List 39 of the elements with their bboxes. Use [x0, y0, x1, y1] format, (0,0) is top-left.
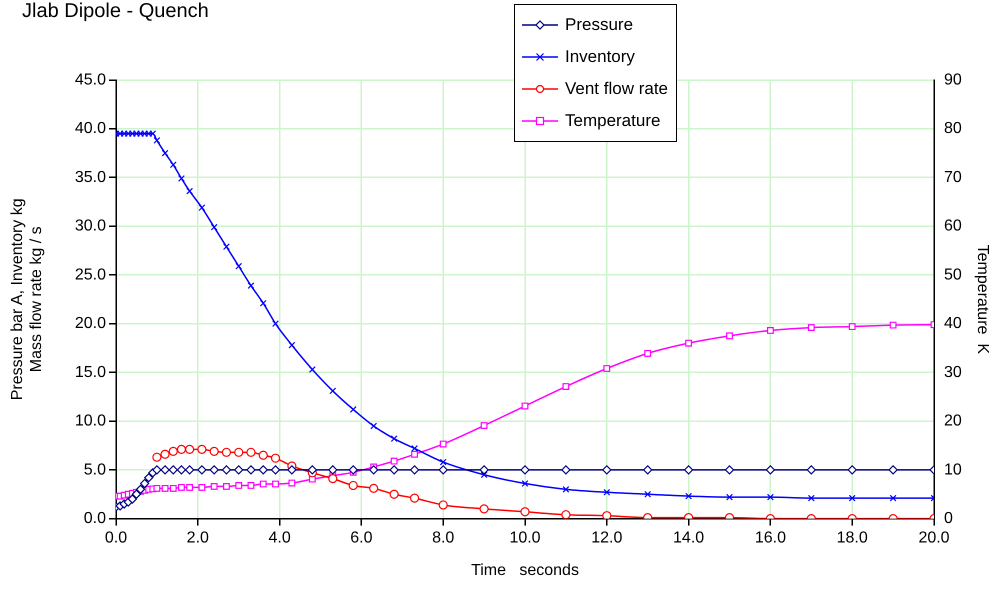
x-tick-label: 16.0 [754, 530, 786, 547]
y2-tick-label: 70 [944, 168, 962, 186]
x-tick-label: 8.0 [432, 530, 454, 547]
y-axis-title: Pressure bar A, Inventory kg Mass flow rate kg / s [9, 198, 46, 400]
y-tick-label: 45.0 [74, 71, 106, 88]
y-tick-label: 15.0 [74, 364, 106, 381]
x-tick-label: 0.0 [104, 530, 128, 547]
y2-axis-title: Temperature K [974, 244, 991, 354]
y-tick-label: 20.0 [74, 315, 106, 332]
y-tick-label: 10.0 [74, 412, 106, 430]
legend-label: Inventory [565, 47, 635, 67]
x-tick-label: 6.0 [350, 530, 373, 547]
x-tick-label: 20.0 [918, 530, 950, 547]
y2-tick-label: 20 [944, 412, 962, 430]
y-tick-label: 35.0 [74, 168, 106, 186]
x-tick-label: 2.0 [186, 530, 210, 547]
x-tick-label: 4.0 [268, 530, 291, 547]
legend-label: Vent flow rate [565, 79, 668, 99]
x-axis-title: Time seconds [471, 562, 579, 579]
legend-label: Pressure [565, 15, 634, 35]
y2-tick-label: 90 [944, 71, 962, 88]
x-tick-label: 18.0 [836, 530, 868, 547]
chart-title: Jlab Dipole - Quench [22, 0, 209, 23]
x-tick-label: 12.0 [591, 530, 622, 547]
y2-tick-label: 30 [944, 364, 962, 381]
y-tick-label: 40.0 [74, 120, 106, 138]
y-tick-label: 30.0 [74, 218, 106, 235]
y2-tick-label: 40 [944, 315, 962, 332]
y2-tick-label: 10 [944, 461, 962, 478]
legend-label: Temperature [565, 111, 660, 131]
y-tick-label: 5.0 [84, 461, 106, 478]
y2-tick-label: 50 [944, 266, 962, 284]
y-tick-label: 0.0 [84, 510, 106, 528]
y-tick-label: 25.0 [74, 266, 106, 284]
y2-tick-label: 60 [944, 218, 962, 235]
x-tick-label: 14.0 [673, 530, 704, 547]
y2-tick-label: 80 [944, 120, 962, 138]
x-tick-label: 10.0 [509, 530, 541, 547]
y2-tick-label: 0 [944, 510, 953, 528]
